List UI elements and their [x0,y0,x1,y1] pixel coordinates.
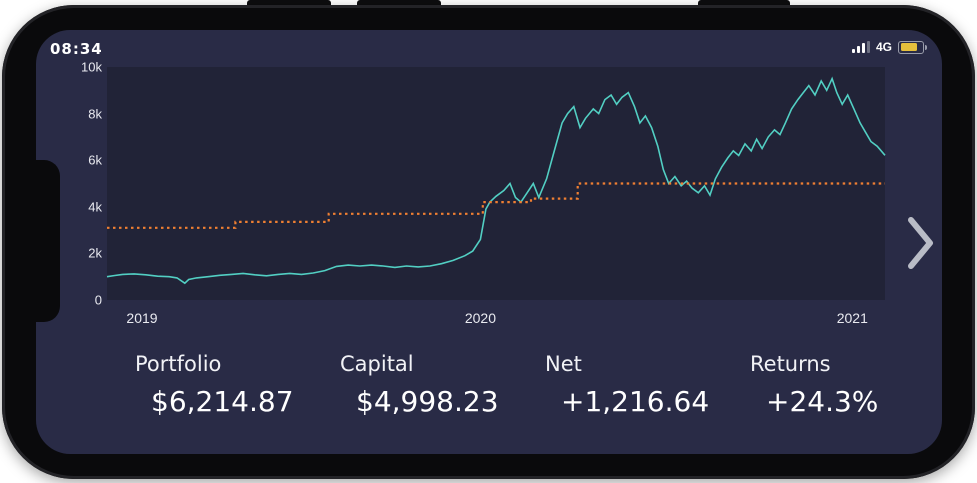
chart-x-axis: 2019 2020 2021 [107,310,885,328]
stat-label: Portfolio [135,352,222,376]
x-tick-label: 2020 [464,310,497,326]
y-tick-label: 4k [88,199,102,215]
y-tick-label: 8k [88,106,102,122]
stat-value: $6,214.87 [151,385,294,418]
stat-label: Net [545,352,582,376]
stat-capital: Capital $4,998.23 [340,352,499,418]
chart-y-axis: 0 2k 4k 6k 8k 10k [62,60,102,308]
signal-bars-icon [851,41,870,53]
status-icons: 4G [851,40,927,54]
stat-returns: Returns +24.3% [750,352,878,418]
stat-net: Net +1,216.64 [545,352,709,418]
chart-panel [106,67,886,300]
stat-value: +24.3% [766,385,879,418]
network-type-label: 4G [875,40,892,54]
battery-icon [898,40,927,54]
stat-value: $4,998.23 [356,385,499,418]
stat-value: +1,216.64 [561,385,710,418]
portfolio-vs-capital-chart [106,76,886,285]
y-tick-label: 0 [94,292,102,308]
portfolio-line [106,76,886,285]
stat-label: Returns [750,352,831,376]
camera-notch [36,160,60,322]
stat-label: Capital [340,352,414,376]
y-tick-label: 2k [88,245,102,261]
status-bar: 08:34 4G [36,38,942,60]
screen: 08:34 4G 0 2k 4k 6k 8k 10k 2019 2020 2021 [36,30,942,454]
x-tick-label: 2019 [126,310,158,326]
chevron-right-icon [908,217,933,269]
y-tick-label: 6k [88,152,102,168]
phone-frame: 08:34 4G 0 2k 4k 6k 8k 10k 2019 2020 2021 [2,5,975,479]
status-time: 08:34 [50,40,103,58]
capital-line [107,182,885,229]
next-page-button[interactable] [904,213,938,273]
x-tick-label: 2021 [836,310,868,326]
stat-portfolio: Portfolio $6,214.87 [135,352,294,418]
y-tick-label: 10k [81,59,102,75]
